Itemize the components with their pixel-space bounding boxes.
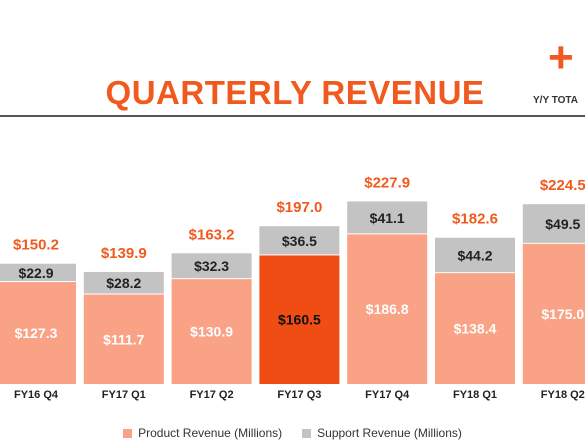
support-value-label-3: $36.5	[282, 233, 317, 249]
category-label-0: FY16 Q4	[14, 389, 59, 401]
support-value-label-5: $44.2	[457, 247, 492, 263]
total-value-label-1: $139.9	[101, 245, 147, 262]
bar-support-6	[522, 204, 585, 243]
product-value-label-4: $186.8	[366, 301, 409, 317]
support-value-label-6: $49.5	[545, 216, 580, 232]
product-value-label-3: $160.5	[278, 312, 321, 328]
bar-support-0	[0, 263, 76, 282]
bar-product-5	[435, 273, 515, 384]
bar-support-1	[83, 271, 164, 294]
total-value-label-5: $182.6	[452, 211, 498, 228]
legend-swatch-support	[302, 428, 312, 438]
category-label-6: FY18 Q2	[541, 389, 585, 401]
title-divider	[0, 115, 585, 117]
product-value-label-6: $175.0	[541, 306, 584, 322]
legend-swatch-product	[123, 428, 133, 438]
bar-support-3	[259, 226, 340, 255]
support-value-label-0: $22.9	[18, 265, 53, 281]
total-value-label-3: $197.0	[276, 199, 322, 216]
yy-plus-symbol: +	[548, 33, 574, 82]
bar-product-1	[83, 294, 164, 384]
total-value-label-6: $224.5	[540, 177, 585, 194]
bar-product-2	[171, 279, 252, 384]
support-value-label-4: $41.1	[370, 210, 405, 226]
bar-product-6	[522, 243, 585, 384]
bar-support-2	[171, 253, 252, 279]
category-label-5: FY18 Q1	[453, 389, 497, 401]
bar-support-5	[435, 237, 515, 273]
support-value-label-2: $32.3	[194, 258, 229, 274]
legend-item-support: Support Revenue (Millions)	[302, 426, 462, 440]
yy-total-label: Y/Y TOTA	[533, 95, 579, 106]
product-value-label-2: $130.9	[190, 324, 233, 340]
bar-product-0	[0, 282, 76, 384]
chart-legend: Product Revenue (Millions) Support Reven…	[0, 426, 585, 440]
category-label-1: FY17 Q1	[102, 389, 146, 401]
legend-label-product: Product Revenue (Millions)	[138, 426, 283, 440]
category-label-3: FY17 Q3	[277, 389, 321, 401]
bar-support-4	[347, 201, 428, 234]
product-value-label-5: $138.4	[454, 321, 497, 337]
category-label-2: FY17 Q2	[190, 389, 234, 401]
chart-title: QUARTERLY REVENUE	[105, 74, 485, 111]
total-value-label-0: $150.2	[13, 237, 59, 254]
bar-product-3	[259, 255, 340, 384]
legend-item-product: Product Revenue (Millions)	[123, 426, 282, 440]
support-value-label-1: $28.2	[106, 275, 141, 291]
category-label-4: FY17 Q4	[365, 389, 410, 401]
product-value-label-1: $111.7	[103, 331, 144, 347]
product-value-label-0: $127.3	[15, 325, 58, 341]
legend-label-support: Support Revenue (Millions)	[317, 426, 462, 440]
total-value-label-4: $227.9	[364, 174, 410, 191]
bar-product-4	[347, 234, 428, 384]
total-value-label-2: $163.2	[189, 226, 235, 243]
